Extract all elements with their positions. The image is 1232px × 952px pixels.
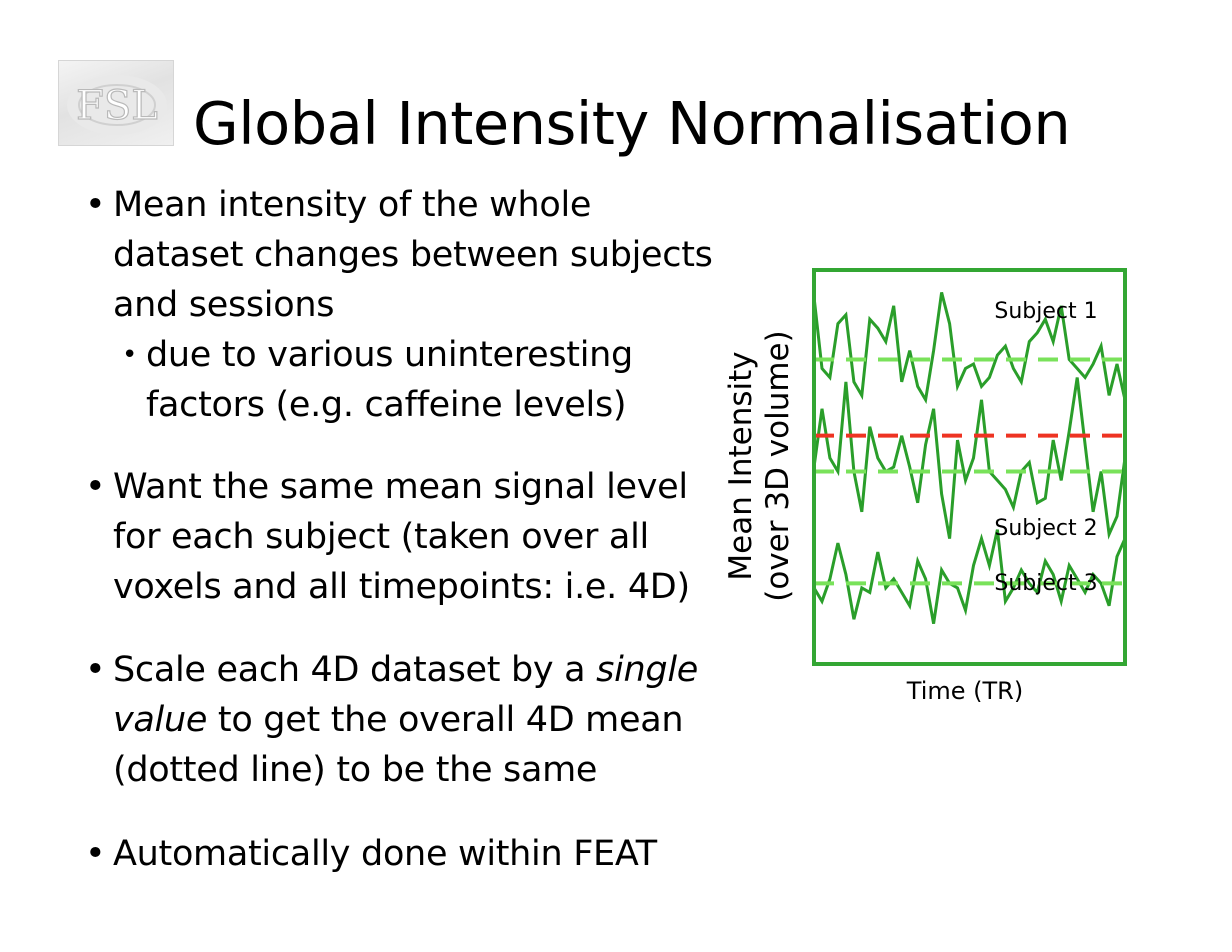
series-line-subject-2 bbox=[812, 377, 1127, 540]
x-axis-label: Time (TR) bbox=[906, 677, 1023, 705]
bullet-line: due to various uninteresting bbox=[146, 335, 633, 375]
bullet-dot: • bbox=[122, 340, 138, 370]
series-labels: Subject 1 Subject 2 Subject 3 bbox=[994, 299, 1097, 596]
bullet-dot: • bbox=[85, 834, 106, 874]
plot-layer bbox=[812, 292, 1127, 624]
series-line-subject-1 bbox=[812, 292, 1127, 405]
series-label-subject-3: Subject 3 bbox=[994, 571, 1097, 596]
svg-text:FSL: FSL bbox=[76, 83, 158, 129]
intensity-chart-svg: Mean Intensity (over 3D volume) Subject … bbox=[723, 268, 1127, 705]
bullet-line: and sessions bbox=[113, 285, 335, 325]
y-axis-label-line: (over 3D volume) bbox=[760, 330, 796, 601]
series-label-subject-1: Subject 1 bbox=[994, 299, 1097, 324]
bullet-same-mean-signal: • Want the same mean signal level for ea… bbox=[85, 462, 690, 612]
series-line-subject-3 bbox=[812, 529, 1127, 624]
series-label-subject-2: Subject 2 bbox=[994, 516, 1097, 541]
intensity-chart: Mean Intensity (over 3D volume) Subject … bbox=[700, 260, 1160, 720]
fsl-logo: FSL bbox=[58, 60, 174, 146]
bullet-text: Scale each 4D dataset by a bbox=[113, 650, 597, 690]
bullet-mean-intensity: • Mean intensity of the whole dataset ch… bbox=[85, 180, 713, 330]
bullet-emphasis: single bbox=[596, 650, 698, 690]
bullet-dot: • bbox=[85, 650, 106, 690]
bullet-automatic-feat: • Automatically done within FEAT bbox=[85, 829, 657, 879]
bullet-text: (dotted line) to be the same bbox=[113, 750, 598, 790]
bullet-scale-dataset: • Scale each 4D dataset by a single valu… bbox=[85, 645, 698, 795]
bullet-line: for each subject (taken over all bbox=[113, 517, 649, 557]
bullet-dot: • bbox=[85, 185, 106, 225]
bullet-line: Automatically done within FEAT bbox=[113, 834, 657, 874]
bullet-line: voxels and all timepoints: i.e. 4D) bbox=[113, 567, 690, 607]
bullet-line: Want the same mean signal level bbox=[113, 467, 688, 507]
plot-frame bbox=[812, 268, 1127, 666]
bullet-line: value to get the overall 4D mean bbox=[113, 695, 698, 745]
y-axis-label: Mean Intensity (over 3D volume) bbox=[723, 330, 796, 601]
bullet-line: Scale each 4D dataset by a single bbox=[113, 645, 698, 695]
bullet-dot: • bbox=[85, 467, 106, 507]
bullet-line: factors (e.g. caffeine levels) bbox=[146, 385, 627, 425]
slide-title: Global Intensity Normalisation bbox=[193, 89, 1071, 158]
bullet-emphasis: value bbox=[113, 700, 208, 740]
bullet-line: dataset changes between subjects bbox=[113, 235, 713, 275]
y-axis-label-line: Mean Intensity bbox=[723, 351, 759, 580]
bullet-line: Mean intensity of the whole bbox=[113, 185, 592, 225]
bullet-text: to get the overall 4D mean bbox=[207, 700, 684, 740]
sub-bullet-uninteresting-factors: • due to various uninteresting factors (… bbox=[122, 330, 633, 430]
bullet-line: (dotted line) to be the same bbox=[113, 745, 698, 795]
